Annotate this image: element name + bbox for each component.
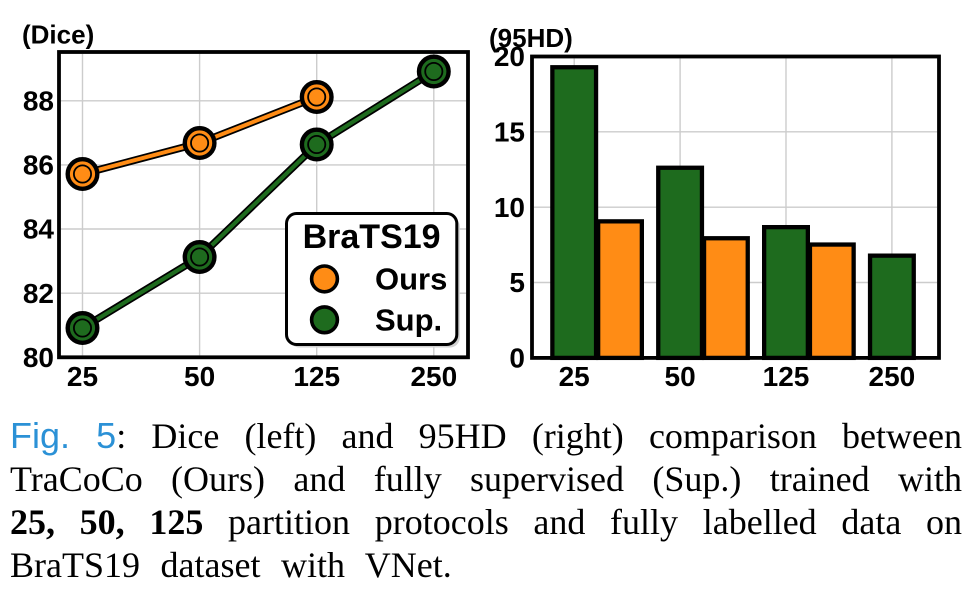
svg-text:0: 0 — [509, 343, 525, 374]
svg-text:86: 86 — [23, 150, 54, 181]
svg-text:250: 250 — [410, 361, 457, 392]
svg-text:50: 50 — [665, 361, 696, 392]
svg-text:125: 125 — [293, 361, 340, 392]
svg-text:BraTS19: BraTS19 — [303, 218, 441, 256]
svg-text:25: 25 — [559, 361, 590, 392]
svg-text:5: 5 — [509, 267, 525, 298]
svg-text:80: 80 — [23, 342, 54, 373]
svg-text:250: 250 — [869, 361, 916, 392]
svg-text:(Dice): (Dice) — [22, 20, 94, 50]
svg-text:82: 82 — [23, 278, 54, 309]
svg-text:84: 84 — [23, 214, 55, 245]
svg-text:(95HD): (95HD) — [489, 23, 573, 53]
svg-text:125: 125 — [763, 361, 810, 392]
svg-text:Ours: Ours — [375, 262, 447, 297]
svg-text:15: 15 — [494, 117, 525, 148]
svg-text:88: 88 — [23, 86, 54, 117]
svg-text:Sup.: Sup. — [375, 303, 442, 338]
svg-text:20: 20 — [494, 41, 525, 72]
svg-text:25: 25 — [67, 361, 98, 392]
svg-text:50: 50 — [184, 361, 215, 392]
svg-text:10: 10 — [494, 192, 525, 223]
